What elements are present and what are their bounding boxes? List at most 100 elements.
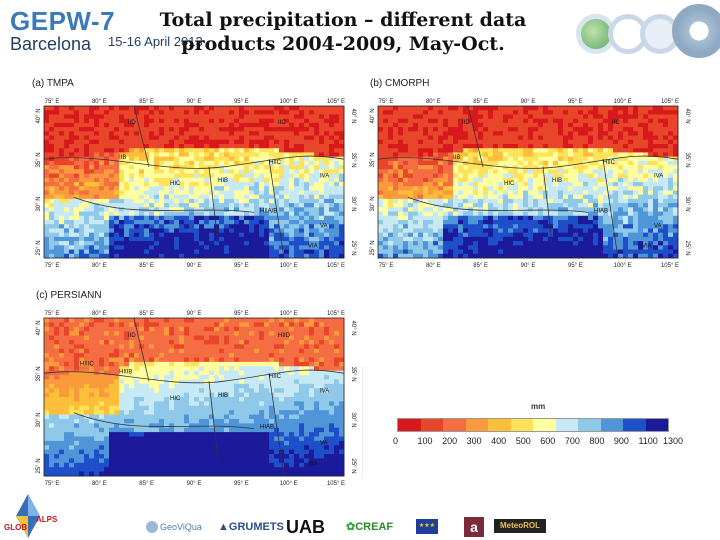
slide-header: GEPW-7 Barcelona 15-16 April 2013 Total … (0, 0, 720, 80)
longitude-tick-label: 85° E (139, 263, 154, 269)
longitude-tick-label: 90° E (187, 263, 202, 269)
latitude-tick-label: 25° N (36, 458, 42, 473)
region-label: HIC (504, 181, 515, 187)
region-boundaries (377, 105, 679, 259)
region-label: VIA (308, 243, 318, 249)
longitude-tick-label: 95° E (234, 311, 249, 317)
region-label: HIAB (260, 425, 274, 431)
longitude-tick-label: 105° E (327, 311, 345, 317)
logo-uab: UAB (286, 517, 325, 537)
legend-tick-label: 700 (564, 436, 580, 446)
region-label: HIB (218, 178, 228, 184)
legend-swatch (398, 419, 421, 431)
grumets-icon: ▲ (218, 521, 229, 533)
legend-tick-label: 200 (442, 436, 458, 446)
panel-label: (c) PERSIANN (36, 290, 102, 301)
creaf-icon: ✿ (346, 521, 356, 533)
latitude-tick-label: 40° N (684, 108, 690, 123)
legend-color-bar (397, 418, 669, 432)
longitude-tick-label: 75° E (45, 481, 60, 487)
logo-grumets: ▲GRUMETS (218, 521, 284, 533)
region-label: IID (128, 120, 136, 126)
latitude-tick-label: 40° N (36, 320, 42, 335)
legend-tick-label: 0 (393, 436, 399, 446)
longitude-tick-label: 75° E (45, 99, 60, 105)
latitude-tick-label: 35° N (36, 366, 42, 381)
legend-swatch (443, 419, 466, 431)
latitude-tick-label: 40° N (370, 108, 376, 123)
legend-tick-label: 1100 (638, 436, 658, 446)
legend-swatch (510, 419, 533, 431)
longitude-tick-label: 80° E (92, 481, 107, 487)
longitude-tick-label: 80° E (92, 311, 107, 317)
region-label: HIAB (594, 208, 608, 214)
region-label: HIIIC (80, 361, 94, 367)
longitude-tick-label: 75° E (45, 263, 60, 269)
region-label: HIIC (269, 160, 282, 166)
latitude-tick-label: 30° N (36, 196, 42, 211)
region-label: IID (128, 333, 136, 339)
longitude-tick-label: 95° E (568, 263, 583, 269)
map-panel-tmpa: (a) TMPA 75° E 75° E 80° E 80° E 85° E 85° E 9… (30, 74, 358, 272)
latitude-tick-label: 25° N (684, 240, 690, 255)
precipitation-map: 75° E 75° E 80° E 80° E 85° E 85° E 90° E 90° E… (36, 311, 356, 487)
longitude-tick-label: 95° E (568, 99, 583, 105)
region-label: HIB (552, 178, 562, 184)
longitude-tick-label: 105° E (661, 99, 679, 105)
longitude-tick-label: 105° E (327, 99, 345, 105)
logo-eu-flag: ★★★ (416, 519, 438, 534)
region-label: IVA (320, 388, 329, 394)
conference-date: 15-16 April 2013 (108, 34, 203, 49)
longitude-tick-label: 90° E (521, 99, 536, 105)
longitude-tick-label: 105° E (327, 263, 345, 269)
region-label: VIA (308, 461, 318, 467)
region-boundaries (43, 317, 345, 477)
legend-tick-label: 100 (417, 436, 433, 446)
map-frame (377, 105, 679, 259)
region-label: HIIC (603, 160, 616, 166)
panel-label: (b) CMORPH (370, 78, 430, 89)
map-panel-cmorph: (b) CMORPH 75° E 75° E 80° E 80° E 85° E 85° … (364, 74, 692, 272)
legend-tick-label: 300 (466, 436, 482, 446)
logo-geoviqua: GeoViQua (146, 516, 202, 538)
legend-swatch (555, 419, 578, 431)
latitude-tick-label: 30° N (350, 412, 356, 427)
logo-a: a (464, 517, 484, 537)
latitude-tick-label: 30° N (36, 412, 42, 427)
region-label: VA (320, 224, 328, 230)
region-label: HIIA/B (260, 208, 277, 214)
legend-tick-label: 900 (613, 436, 629, 446)
region-label: VIA (642, 243, 652, 249)
region-label: HIB (218, 393, 228, 399)
legend-unit: mm (531, 402, 546, 411)
region-label: HIC (170, 396, 181, 402)
legend-tick-label: 1300 (663, 436, 684, 446)
longitude-tick-label: 80° E (426, 263, 441, 269)
latitude-tick-label: 40° N (350, 108, 356, 123)
region-label: HIID (278, 333, 291, 339)
conference-city: Barcelona (10, 34, 92, 54)
color-legend: mm 0 100 200 300 400 500 600 700 800 900 1100 1300 (362, 366, 695, 478)
conference-name: GEPW-7 (10, 6, 116, 36)
latitude-tick-label: 25° N (350, 458, 356, 473)
longitude-tick-label: 100° E (280, 311, 298, 317)
longitude-tick-label: 80° E (426, 99, 441, 105)
slide-title: Total precipitation – different data pro… (118, 8, 568, 56)
latitude-tick-label: 40° N (36, 108, 42, 123)
longitude-tick-label: 75° E (379, 99, 394, 105)
longitude-tick-label: 90° E (521, 263, 536, 269)
globe-icon (146, 521, 158, 534)
map-panel-persiann: (c) PERSIANN 75° E 75° E 80° E 80° E 85° E 85… (30, 286, 358, 490)
longitude-tick-label: 80° E (92, 263, 107, 269)
region-label: IIC (278, 120, 286, 126)
latitude-tick-label: 25° N (36, 240, 42, 255)
legend-swatch (488, 419, 511, 431)
region-label: IIB (119, 155, 126, 161)
longitude-tick-label: 100° E (614, 99, 632, 105)
region-label: IVA (320, 173, 329, 179)
region-label: IIC (612, 120, 620, 126)
longitude-tick-label: 90° E (187, 481, 202, 487)
region-label: HIIC (269, 374, 282, 380)
latitude-tick-label: 30° N (370, 196, 376, 211)
longitude-tick-label: 95° E (234, 99, 249, 105)
